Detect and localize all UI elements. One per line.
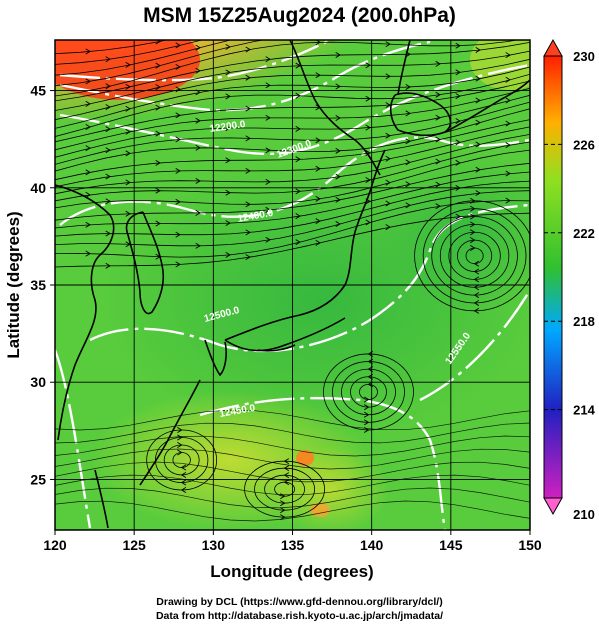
streamline [55,212,530,273]
y-tick-label: 25 [30,471,46,487]
streamline [55,87,530,151]
x-tick-label: 135 [281,537,305,553]
coastline [397,40,411,96]
colorbar-tick-label: 218 [573,314,595,329]
colorbar-tick-label: 230 [573,49,595,64]
streamline [55,80,530,143]
x-axis-label: Longitude (degrees) [210,562,373,581]
lat-lon-grid [55,40,530,530]
streamline [55,200,530,264]
y-axis-label: Latitude (degrees) [4,211,23,358]
contour-line [55,349,92,529]
colorbar-tick-label: 222 [573,226,595,241]
colorbar-min-arrow [543,497,563,516]
streamline [55,149,530,219]
coastline [224,317,346,352]
streamline [55,58,530,121]
x-tick-label: 150 [518,537,542,553]
coastline [94,469,109,529]
y-tick-label: 45 [30,83,46,99]
streamline [55,461,530,483]
colorbar-tick-label: 214 [573,403,595,418]
contour-line [59,40,331,82]
streamline [55,190,530,255]
streamline [55,134,530,201]
streamline [55,50,530,111]
contour-label: 12200.0 [209,119,247,135]
streamline [55,119,530,183]
streamline [55,40,204,65]
footer-credit-data: Data from http://database.rish.kyoto-u.a… [155,610,444,622]
x-axis-ticks: 120 125 130 135 140 145 150 [43,530,542,553]
streamline [55,435,530,457]
x-tick-label: 120 [43,537,67,553]
streamline [55,126,530,192]
streamline [55,66,530,129]
y-axis-ticks: 25 30 35 40 45 [30,83,55,487]
streamline [55,500,530,522]
colorbar: 230 226 222 218 214 210 [543,38,596,522]
streamline [55,40,169,55]
coastline [55,184,115,441]
streamline [55,448,530,470]
x-tick-label: 140 [360,537,384,553]
colorbar-tick-label: 210 [573,507,595,522]
wind-streamlines [55,40,530,522]
temperature-field [55,40,530,530]
streamline [55,422,530,444]
coastline [444,79,530,133]
x-tick-label: 130 [202,537,226,553]
streamline [55,487,530,509]
footer-credit-drawing: Drawing by DCL (https://www.gfd-dennou.o… [156,596,443,608]
y-tick-label: 35 [30,277,46,293]
y-tick-label: 40 [30,180,46,196]
coastline [125,211,165,315]
streamline [55,73,530,138]
coastlines [55,40,530,529]
streamline [55,101,530,165]
coastline [224,149,386,341]
y-tick-label: 30 [30,374,46,390]
contour-line [199,396,447,530]
streamline [55,40,233,76]
colorbar-tick-label: 226 [573,137,595,152]
streamline [55,141,530,210]
x-tick-label: 145 [439,537,463,553]
page-title: MSM 15Z25Aug2024 (200.0hPa) [143,4,456,27]
streamline [55,40,266,87]
coastline [204,339,227,377]
streamline [55,409,530,431]
contour-line [419,289,530,402]
streamline [55,474,530,496]
streamline [55,94,530,158]
streamline [55,40,520,97]
colorbar-max-arrow [543,38,563,57]
x-tick-label: 125 [122,537,146,553]
contour-line [59,40,431,112]
contour-line [59,63,530,156]
coastline [289,40,381,176]
coastline [139,379,201,486]
streamline [55,162,530,228]
